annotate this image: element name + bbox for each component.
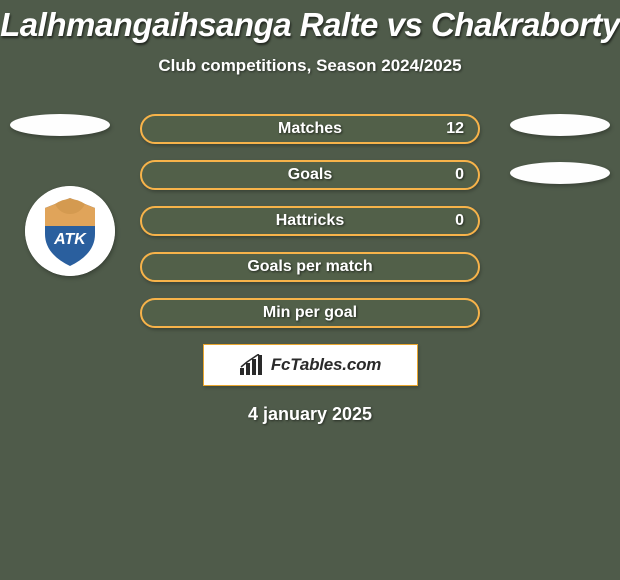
right-ellipse-second-icon xyxy=(510,162,610,184)
watermark-text: FcTables.com xyxy=(271,355,381,375)
stat-row: Goals0 xyxy=(140,160,480,190)
stat-value-right: 12 xyxy=(446,120,464,138)
left-ellipse-icon xyxy=(10,114,110,136)
team-badge-text: ATK xyxy=(53,231,87,248)
stat-value-right: 0 xyxy=(455,166,464,184)
stat-label: Hattricks xyxy=(142,212,478,230)
stat-row: Goals per match xyxy=(140,252,480,282)
stat-label: Goals per match xyxy=(142,258,478,276)
stat-label: Goals xyxy=(142,166,478,184)
page-title: Lalhmangaihsanga Ralte vs Chakraborty xyxy=(0,0,620,44)
stat-label: Matches xyxy=(142,120,478,138)
team-badge-icon: ATK xyxy=(25,186,115,276)
stat-rows: Matches12Goals0Hattricks0Goals per match… xyxy=(140,114,480,328)
stats-area: ATK Matches12Goals0Hattricks0Goals per m… xyxy=(0,114,620,425)
footer-date: 4 january 2025 xyxy=(0,404,620,425)
stat-value-right: 0 xyxy=(455,212,464,230)
stat-label: Min per goal xyxy=(142,304,478,322)
stat-row: Matches12 xyxy=(140,114,480,144)
stat-row: Hattricks0 xyxy=(140,206,480,236)
bars-icon xyxy=(239,354,265,376)
right-ellipse-top-icon xyxy=(510,114,610,136)
stat-row: Min per goal xyxy=(140,298,480,328)
page-subtitle: Club competitions, Season 2024/2025 xyxy=(0,56,620,76)
watermark: FcTables.com xyxy=(203,344,418,386)
